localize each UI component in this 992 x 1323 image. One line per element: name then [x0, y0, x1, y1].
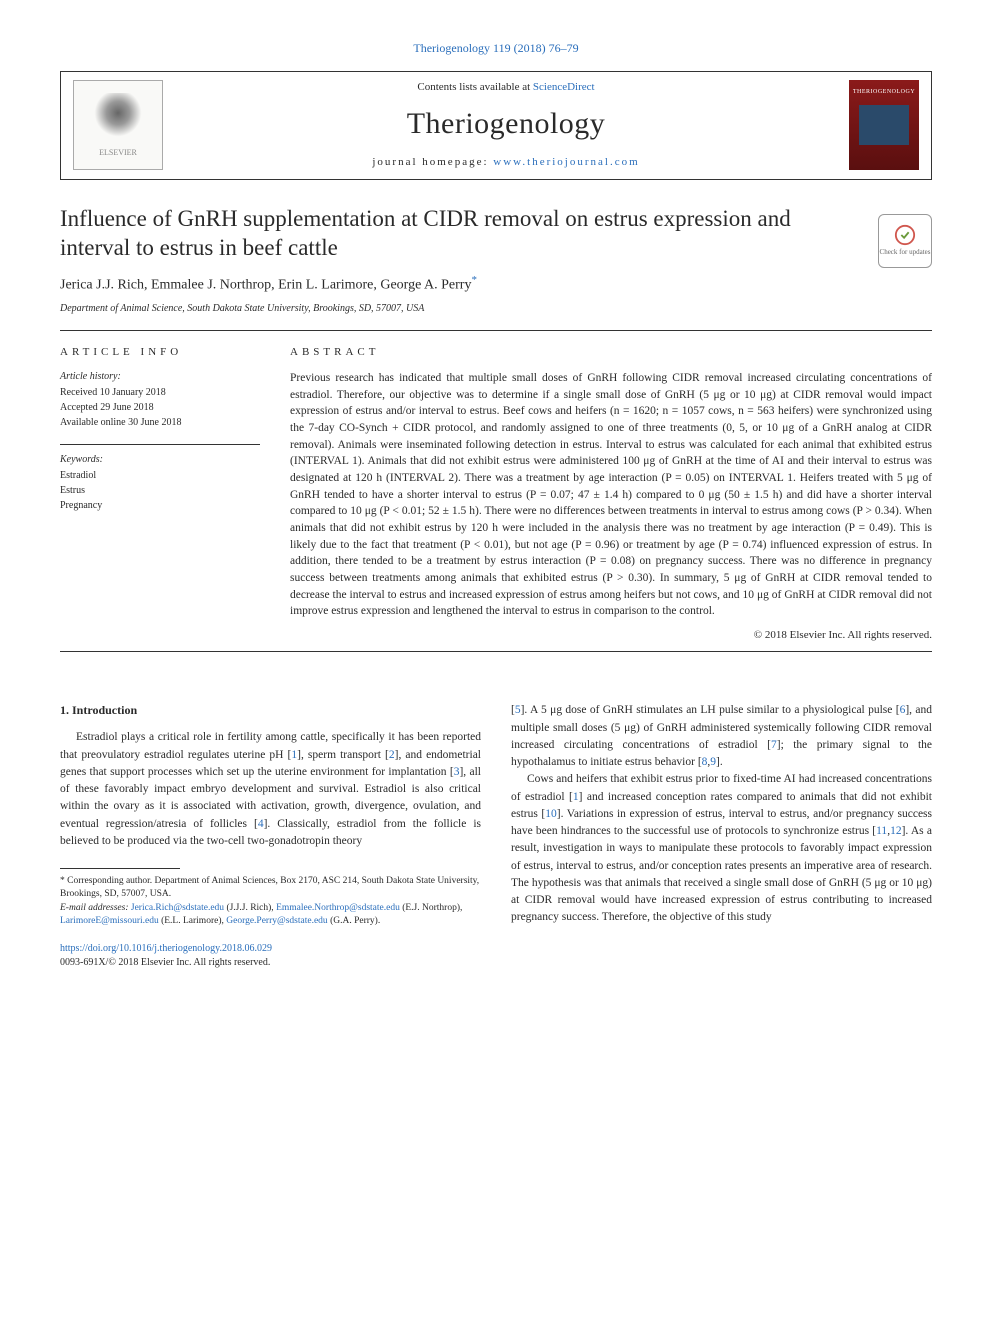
- email-link[interactable]: Emmalee.Northrop@sdstate.edu: [276, 903, 400, 913]
- body-columns: 1. Introduction Estradiol plays a critic…: [60, 702, 932, 970]
- email-footnote: E-mail addresses: Jerica.Rich@sdstate.ed…: [60, 902, 481, 929]
- authors-names: Jerica J.J. Rich, Emmalee J. Northrop, E…: [60, 278, 471, 293]
- abstract-copyright: © 2018 Elsevier Inc. All rights reserved…: [290, 628, 932, 643]
- cover-title: THERIOGENOLOGY: [853, 88, 915, 96]
- updates-label: Check for updates: [880, 248, 931, 258]
- contents-available: Contents lists available at ScienceDirec…: [163, 80, 849, 95]
- history-label: Article history:: [60, 370, 260, 384]
- email-link[interactable]: Jerica.Rich@sdstate.edu: [131, 903, 224, 913]
- email-link[interactable]: George.Perry@sdstate.edu: [226, 916, 327, 926]
- column-left: 1. Introduction Estradiol plays a critic…: [60, 702, 481, 970]
- cover-image: [859, 105, 909, 145]
- corresponding-mark: *: [471, 274, 477, 286]
- text: (E.L. Larimore),: [159, 916, 227, 926]
- article-info-block: ARTICLE INFO Article history: Received 1…: [60, 345, 260, 644]
- keyword: Pregnancy: [60, 499, 260, 513]
- text: ]. Variations in expression of estrus, i…: [511, 808, 932, 837]
- intro-paragraph-1: Estradiol plays a critical role in ferti…: [60, 729, 481, 850]
- doi-block: https://doi.org/10.1016/j.theriogenology…: [60, 942, 481, 970]
- keyword: Estradiol: [60, 469, 260, 483]
- keywords-label: Keywords:: [60, 444, 260, 467]
- elsevier-tree-icon: [93, 93, 143, 143]
- homepage-prefix: journal homepage:: [372, 156, 493, 168]
- doi-link[interactable]: https://doi.org/10.1016/j.theriogenology…: [60, 943, 272, 954]
- journal-citation[interactable]: Theriogenology 119 (2018) 76–79: [60, 40, 932, 57]
- footnote-divider: [60, 868, 180, 869]
- emails-label: E-mail addresses:: [60, 903, 131, 913]
- divider: [60, 651, 932, 652]
- elsevier-text: ELSEVIER: [99, 147, 137, 158]
- homepage-link[interactable]: www.theriojournal.com: [493, 156, 639, 168]
- email-link[interactable]: LarimoreE@missouri.edu: [60, 916, 159, 926]
- article-title: Influence of GnRH supplementation at CID…: [60, 204, 932, 264]
- issn-copyright: 0093-691X/© 2018 Elsevier Inc. All right…: [60, 957, 270, 968]
- affiliation: Department of Animal Science, South Dako…: [60, 302, 932, 316]
- text: ]. A 5 μg dose of GnRH stimulates an LH …: [521, 704, 900, 716]
- abstract-heading: ABSTRACT: [290, 345, 932, 360]
- divider: [60, 330, 932, 331]
- article-info-heading: ARTICLE INFO: [60, 345, 260, 360]
- text: (J.J.J. Rich),: [224, 903, 276, 913]
- intro-paragraph-3: Cows and heifers that exhibit estrus pri…: [511, 771, 932, 926]
- updates-icon: [894, 224, 916, 246]
- authors-line: Jerica J.J. Rich, Emmalee J. Northrop, E…: [60, 273, 932, 295]
- sciencedirect-link[interactable]: ScienceDirect: [533, 81, 595, 93]
- elsevier-logo[interactable]: ELSEVIER: [73, 80, 163, 170]
- keyword: Estrus: [60, 484, 260, 498]
- journal-homepage: journal homepage: www.theriojournal.com: [163, 155, 849, 170]
- text: ].: [716, 756, 723, 768]
- text: ], sperm transport [: [297, 749, 389, 761]
- contents-prefix: Contents lists available at: [417, 81, 532, 93]
- header-center: Contents lists available at ScienceDirec…: [163, 80, 849, 171]
- meta-abstract-row: ARTICLE INFO Article history: Received 1…: [60, 345, 932, 644]
- abstract-text: Previous research has indicated that mul…: [290, 370, 932, 620]
- ref-link[interactable]: 10: [545, 808, 557, 820]
- history-received: Received 10 January 2018: [60, 386, 260, 400]
- journal-title: Theriogenology: [163, 103, 849, 145]
- ref-link[interactable]: 12: [890, 825, 902, 837]
- text: ]. As a result, investigation in ways to…: [511, 825, 932, 923]
- corresponding-footnote: * Corresponding author. Department of An…: [60, 875, 481, 902]
- history-accepted: Accepted 29 June 2018: [60, 401, 260, 415]
- text: (E.J. Northrop),: [400, 903, 463, 913]
- journal-header: ELSEVIER Contents lists available at Sci…: [60, 71, 932, 180]
- check-updates-badge[interactable]: Check for updates: [878, 214, 932, 268]
- intro-paragraph-2: [5]. A 5 μg dose of GnRH stimulates an L…: [511, 702, 932, 771]
- abstract-block: ABSTRACT Previous research has indicated…: [290, 345, 932, 644]
- section-heading-intro: 1. Introduction: [60, 702, 481, 719]
- column-right: [5]. A 5 μg dose of GnRH stimulates an L…: [511, 702, 932, 970]
- ref-link[interactable]: 11: [876, 825, 887, 837]
- history-online: Available online 30 June 2018: [60, 416, 260, 430]
- text: (G.A. Perry).: [328, 916, 381, 926]
- journal-cover-thumb[interactable]: THERIOGENOLOGY: [849, 80, 919, 170]
